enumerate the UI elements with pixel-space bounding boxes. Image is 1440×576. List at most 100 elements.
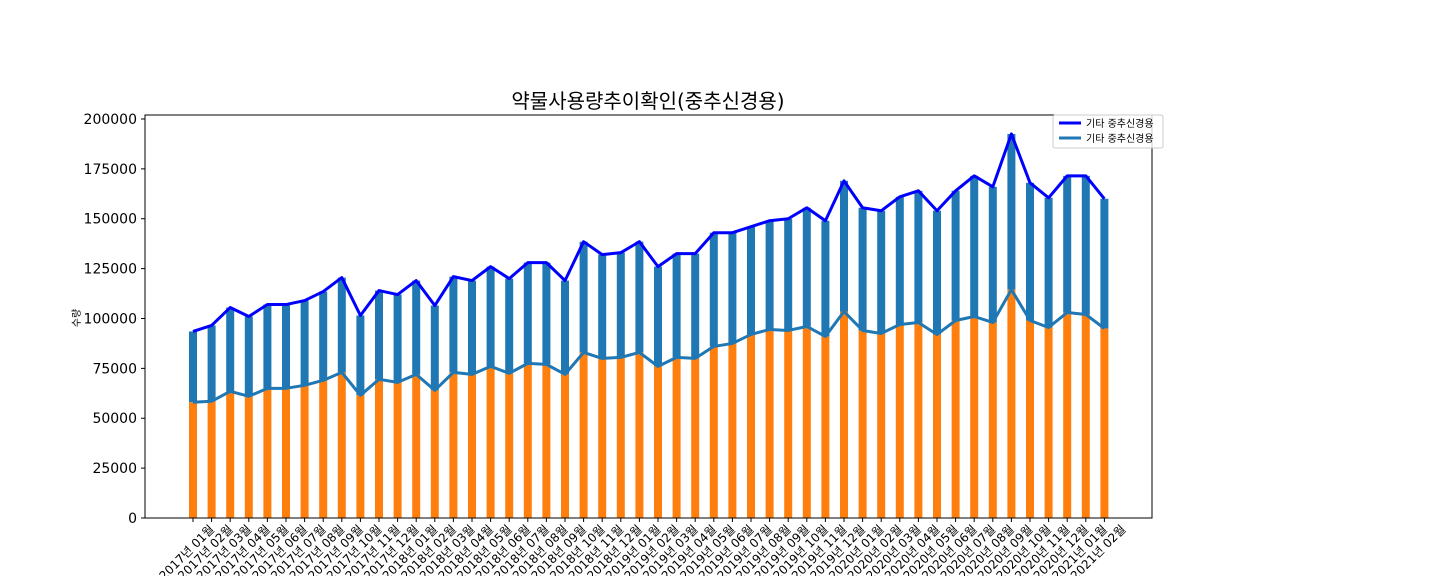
bar-lower bbox=[951, 320, 960, 518]
legend-label: 기타 중추신경용 bbox=[1086, 132, 1154, 145]
bar-lower bbox=[244, 396, 253, 518]
bar-lower bbox=[449, 372, 458, 518]
bar-upper bbox=[988, 186, 997, 323]
legend-label: 기타 중추신경용 bbox=[1086, 117, 1154, 130]
bar-lower bbox=[1100, 328, 1109, 518]
y-tick-label: 0 bbox=[128, 511, 137, 527]
bar-upper bbox=[505, 278, 514, 374]
bar-upper bbox=[1100, 198, 1109, 329]
bar-lower bbox=[654, 366, 662, 518]
bar-lower bbox=[207, 401, 216, 518]
bar-upper bbox=[244, 316, 253, 397]
bar-upper bbox=[747, 226, 755, 335]
y-tick-label: 50000 bbox=[92, 411, 137, 427]
bar-lower bbox=[412, 374, 421, 518]
bar-upper bbox=[263, 304, 272, 389]
bar-upper bbox=[430, 305, 439, 391]
bar-lower bbox=[970, 316, 979, 518]
bar-upper bbox=[821, 220, 830, 337]
bar-lower bbox=[263, 388, 272, 518]
bar-upper bbox=[970, 175, 979, 317]
bar-lower bbox=[988, 322, 997, 518]
bar-lower bbox=[393, 382, 402, 518]
bar-lower bbox=[616, 357, 625, 518]
bar-lower bbox=[1007, 289, 1016, 518]
bar-upper bbox=[858, 207, 867, 331]
bar-upper bbox=[412, 280, 421, 375]
bar-lower bbox=[598, 358, 607, 518]
bar-upper bbox=[951, 190, 960, 321]
bar-lower bbox=[189, 402, 197, 518]
bar-upper bbox=[337, 277, 346, 373]
lines-group bbox=[192, 132, 1106, 404]
series-line-2 bbox=[192, 288, 1106, 404]
bars-group bbox=[189, 133, 1109, 518]
y-axis: 0 25000 50000 75000 100000 125000 150000 175000… bbox=[84, 112, 145, 527]
bar-upper bbox=[449, 276, 458, 373]
bar-lower bbox=[1026, 320, 1034, 518]
bar-upper bbox=[393, 294, 402, 383]
bar-upper bbox=[300, 300, 309, 386]
bar-upper bbox=[1063, 175, 1072, 313]
bar-upper bbox=[709, 232, 718, 347]
bar-upper bbox=[1081, 175, 1090, 315]
y-tick-label: 200000 bbox=[84, 112, 137, 128]
bar-lower bbox=[1081, 314, 1090, 518]
y-tick-label: 150000 bbox=[84, 212, 137, 228]
bar-upper bbox=[207, 325, 216, 402]
y-tick-label: 25000 bbox=[92, 461, 137, 477]
bar-lower bbox=[709, 346, 718, 518]
bar-lower bbox=[375, 379, 383, 518]
bar-lower bbox=[561, 374, 569, 518]
bar-lower bbox=[728, 343, 737, 518]
bar-lower bbox=[691, 358, 700, 518]
bar-lower bbox=[505, 373, 514, 518]
bar-upper bbox=[523, 262, 532, 364]
bar-lower bbox=[226, 391, 235, 518]
bar-lower bbox=[486, 366, 495, 518]
bar-upper bbox=[468, 280, 476, 375]
bar-lower bbox=[579, 352, 588, 518]
bar-lower bbox=[877, 333, 886, 518]
chart-title: 약물사용량추이확인(중추신경용) bbox=[511, 89, 784, 113]
bar-upper bbox=[616, 252, 625, 358]
bar-lower bbox=[300, 385, 309, 518]
bar-upper bbox=[877, 210, 886, 334]
y-tick-label: 175000 bbox=[84, 162, 137, 178]
bar-lower bbox=[784, 330, 793, 518]
bar-upper bbox=[933, 210, 941, 335]
bar-upper bbox=[542, 262, 551, 365]
bar-upper bbox=[375, 290, 383, 380]
bar-lower bbox=[821, 336, 830, 518]
bar-lower bbox=[1044, 327, 1053, 518]
bar-upper bbox=[672, 253, 681, 358]
bar-lower bbox=[356, 395, 365, 518]
bar-lower bbox=[765, 329, 774, 518]
bar-upper bbox=[765, 220, 774, 330]
y-axis-label: 수량 bbox=[71, 309, 83, 327]
bar-lower bbox=[282, 388, 290, 518]
bar-lower bbox=[895, 324, 904, 518]
y-tick-label: 100000 bbox=[84, 311, 137, 327]
bar-lower bbox=[319, 380, 328, 518]
bar-upper bbox=[282, 304, 290, 389]
bar-upper bbox=[895, 196, 904, 325]
y-tick-label: 75000 bbox=[92, 361, 137, 377]
bar-upper bbox=[189, 331, 197, 403]
bar-upper bbox=[914, 190, 923, 323]
bar-lower bbox=[468, 374, 476, 518]
bar-upper bbox=[579, 241, 588, 353]
bar-lower bbox=[840, 311, 848, 518]
plot-area bbox=[144, 114, 1153, 519]
bar-upper bbox=[1044, 197, 1053, 328]
bar-lower bbox=[802, 326, 811, 518]
bar-lower bbox=[858, 330, 867, 518]
bar-upper bbox=[1026, 182, 1034, 321]
bar-lower bbox=[672, 357, 681, 518]
bar-upper bbox=[635, 241, 644, 353]
bar-upper bbox=[802, 207, 811, 327]
bar-lower bbox=[914, 322, 923, 518]
